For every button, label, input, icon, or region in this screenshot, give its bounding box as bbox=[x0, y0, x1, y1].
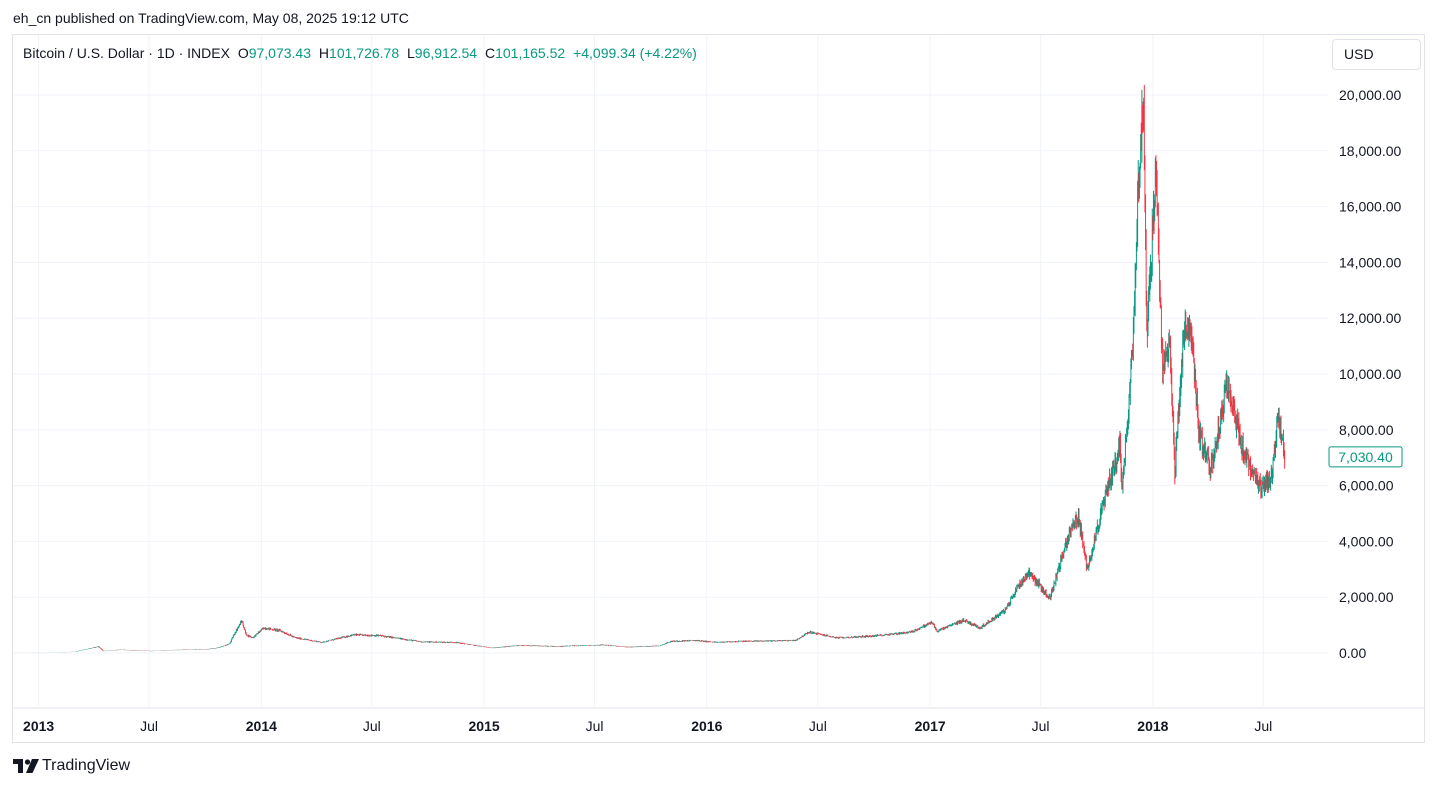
x-tick-label: Jul bbox=[586, 718, 604, 734]
published-by-text: eh_cn published on TradingView.com, May … bbox=[13, 10, 409, 26]
y-tick-label: 12,000.00 bbox=[1339, 310, 1401, 326]
change-value: +4,099.34 (+4.22%) bbox=[573, 45, 697, 61]
y-tick-label: 8,000.00 bbox=[1339, 422, 1394, 438]
tradingview-logo-icon bbox=[13, 759, 39, 773]
y-tick-label: 4,000.00 bbox=[1339, 533, 1394, 549]
low-value: 96,912.54 bbox=[414, 45, 478, 61]
y-tick-label: 10,000.00 bbox=[1339, 366, 1401, 382]
y-tick-label: 6,000.00 bbox=[1339, 478, 1394, 494]
open-label: O bbox=[237, 45, 249, 61]
x-tick-label: Jul bbox=[1032, 718, 1050, 734]
y-tick-label: 18,000.00 bbox=[1339, 143, 1401, 159]
y-tick-label: 20,000.00 bbox=[1339, 87, 1401, 103]
symbol-legend: Bitcoin / U.S. Dollar · 1D · INDEX O97,0… bbox=[23, 45, 697, 61]
y-tick-label: 0.00 bbox=[1339, 645, 1366, 661]
last-price-label: 7,030.40 bbox=[1338, 449, 1393, 465]
tradingview-logo-text: TradingView bbox=[42, 757, 131, 774]
chart-frame bbox=[12, 34, 1425, 743]
x-tick-label: 2014 bbox=[246, 718, 277, 734]
currency-selector[interactable]: USD bbox=[1332, 39, 1421, 70]
last-price-badge bbox=[1328, 446, 1403, 468]
x-tick-label: Jul bbox=[1254, 718, 1272, 734]
x-tick-label: 2018 bbox=[1137, 718, 1168, 734]
high-value: 101,726.78 bbox=[329, 45, 400, 61]
y-tick-label: 16,000.00 bbox=[1339, 199, 1401, 215]
y-tick-label: 14,000.00 bbox=[1339, 254, 1401, 270]
y-tick-label: 2,000.00 bbox=[1339, 589, 1394, 605]
x-tick-label: 2013 bbox=[23, 718, 54, 734]
x-tick-label: Jul bbox=[809, 718, 827, 734]
x-tick-label: 2016 bbox=[691, 718, 722, 734]
high-label: H bbox=[318, 45, 330, 61]
symbol-title: Bitcoin / U.S. Dollar · 1D · INDEX bbox=[23, 45, 230, 61]
close-value: 101,165.52 bbox=[495, 45, 566, 61]
close-label: C bbox=[484, 45, 496, 61]
low-label: L bbox=[407, 45, 415, 61]
x-tick-label: Jul bbox=[140, 718, 158, 734]
x-tick-label: 2015 bbox=[469, 718, 500, 734]
tradingview-logo[interactable]: TradingView bbox=[13, 757, 130, 775]
x-tick-label: Jul bbox=[363, 718, 381, 734]
x-tick-label: 2017 bbox=[915, 718, 946, 734]
open-value: 97,073.43 bbox=[248, 45, 312, 61]
